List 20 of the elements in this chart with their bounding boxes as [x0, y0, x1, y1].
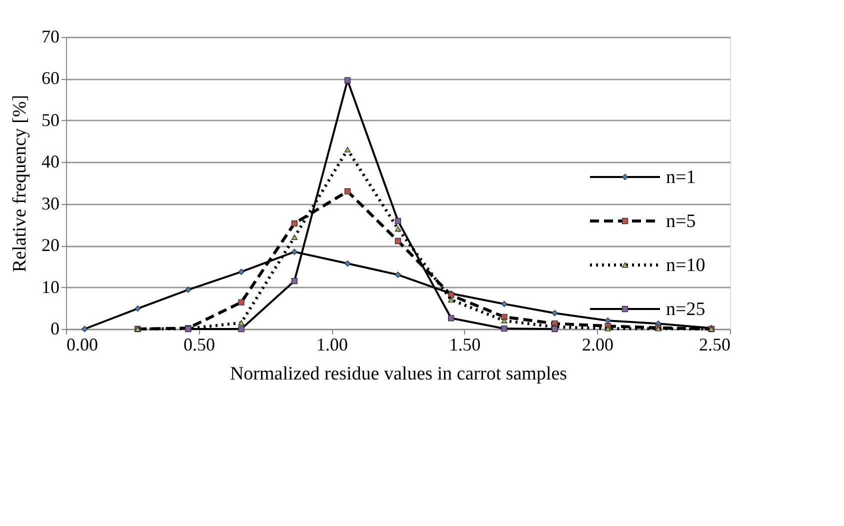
x-tick-label: 1.50: [449, 334, 481, 354]
y-tick-label: 70: [42, 26, 60, 46]
x-tick-label: 0.00: [66, 334, 98, 354]
y-tick-label: 10: [42, 276, 60, 297]
x-tick-label: 0.50: [184, 334, 216, 354]
y-tick-label: 20: [42, 235, 60, 256]
x-tick-label: 1.00: [316, 334, 348, 354]
legend-label: n=10: [666, 255, 706, 276]
y-axis-title: Relative frequency [%]: [10, 94, 30, 272]
y-tick-label: 60: [42, 68, 60, 88]
legend-label: n=1: [666, 167, 696, 188]
legend-label: n=25: [666, 299, 706, 320]
x-tick-label: 2.00: [582, 334, 614, 354]
x-tick-label: 2.50: [699, 334, 730, 354]
y-tick-label: 50: [42, 110, 60, 130]
y-tick-label: 0: [50, 318, 60, 338]
x-axis-title: Normalized residue values in carrot samples: [230, 364, 568, 384]
y-tick-label: 40: [42, 152, 60, 172]
y-tick-label: 30: [42, 193, 60, 214]
legend-label: n=5: [666, 211, 696, 232]
